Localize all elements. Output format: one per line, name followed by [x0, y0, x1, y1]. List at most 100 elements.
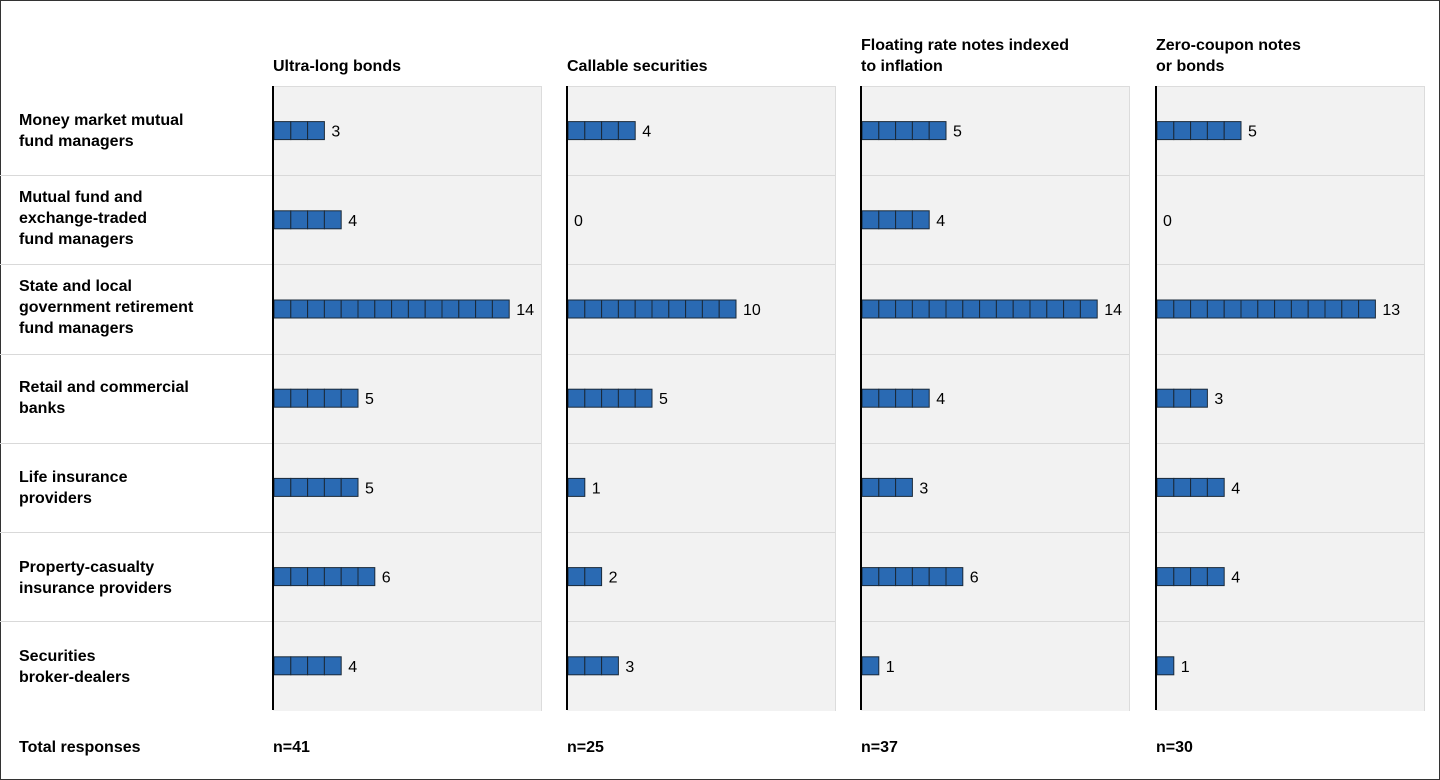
bar-unit — [945, 299, 964, 319]
bar-unit — [1274, 299, 1292, 319]
bar — [862, 210, 930, 230]
bar-unit — [307, 299, 325, 319]
data-label: 4 — [1231, 480, 1240, 497]
row-label: Life insurance providers — [19, 469, 128, 507]
bar-unit — [1190, 477, 1208, 497]
bar-unit — [1173, 299, 1192, 319]
bar-unit — [1324, 299, 1343, 319]
bar-unit — [1173, 477, 1192, 497]
bar-unit — [1063, 299, 1081, 319]
bar-unit — [862, 210, 880, 230]
bar-unit — [601, 388, 619, 408]
column-title: Zero-coupon notes or bonds — [1156, 37, 1301, 75]
data-label: 3 — [1214, 391, 1223, 408]
bar — [568, 477, 586, 497]
bar-unit — [307, 567, 325, 587]
data-label: 4 — [348, 213, 357, 230]
bar-unit — [584, 121, 603, 141]
bar-unit — [878, 388, 897, 408]
bar-unit — [718, 299, 737, 319]
bar-series-3: 5 4 14 4 3 6 1 — [862, 121, 1122, 676]
data-label: 3 — [625, 659, 634, 676]
bar-unit — [1157, 121, 1175, 141]
data-label: 10 — [743, 302, 761, 319]
data-label: 4 — [936, 391, 945, 408]
bar-unit — [584, 299, 603, 319]
data-label: 6 — [970, 570, 979, 587]
row-divider — [1156, 621, 1424, 622]
bar-unit — [1046, 299, 1065, 319]
row-divider — [567, 175, 835, 176]
bar — [1157, 388, 1208, 408]
bar-unit — [979, 299, 997, 319]
bar-unit — [862, 121, 880, 141]
row-divider — [567, 532, 835, 533]
bar-unit — [1341, 299, 1360, 319]
bar-unit — [1157, 567, 1175, 587]
bar-unit — [323, 299, 342, 319]
row-divider — [861, 354, 1129, 355]
data-label: 14 — [516, 302, 534, 319]
bar-unit — [878, 567, 897, 587]
row-divider — [273, 621, 541, 622]
bar-unit — [895, 121, 913, 141]
bar-unit — [307, 477, 325, 497]
bar-unit — [307, 121, 325, 141]
row-label: Mutual fund and exchange-traded fund man… — [19, 189, 148, 248]
bar-unit — [568, 656, 586, 676]
bar-unit — [685, 299, 703, 319]
bar-unit — [274, 477, 292, 497]
bar-unit — [323, 388, 342, 408]
bar-unit — [911, 210, 930, 230]
column-title: Ultra-long bonds — [273, 58, 401, 75]
data-label: 1 — [886, 659, 895, 676]
row-label: Securities broker-dealers — [19, 648, 131, 686]
bar — [1157, 299, 1376, 319]
bar-unit — [323, 656, 342, 676]
bar-series-2: 4 0 10 5 1 2 3 — [568, 121, 761, 676]
row-divider — [567, 264, 835, 265]
bar — [1157, 121, 1242, 141]
bar — [1157, 567, 1225, 587]
bar-unit — [862, 477, 880, 497]
bar-unit — [568, 388, 586, 408]
row-divider — [273, 532, 541, 533]
row-label: Property-casualty insurance providers — [19, 559, 172, 597]
bar-unit — [1190, 567, 1208, 587]
row-divider — [273, 264, 541, 265]
bar-unit — [878, 210, 897, 230]
bar-unit — [307, 388, 325, 408]
bar-unit — [357, 567, 376, 587]
bar-unit — [491, 299, 510, 319]
bar-unit — [1257, 299, 1276, 319]
data-label: 1 — [592, 480, 601, 497]
bar-unit — [1240, 299, 1259, 319]
bar-unit — [895, 567, 913, 587]
bar-unit — [1157, 388, 1175, 408]
bar-unit — [1173, 567, 1192, 587]
total-count: n=41 — [273, 739, 310, 756]
bar-unit — [340, 299, 359, 319]
bar-unit — [424, 299, 443, 319]
bar-unit — [995, 299, 1014, 319]
bar-unit — [568, 299, 586, 319]
row-divider — [1156, 532, 1424, 533]
bar — [862, 299, 1098, 319]
bar-unit — [634, 299, 653, 319]
data-label: 4 — [348, 659, 357, 676]
row-divider — [0, 354, 273, 355]
data-label: 0 — [1163, 213, 1172, 230]
bar — [568, 121, 636, 141]
bar-unit — [895, 299, 913, 319]
row-divider — [1156, 443, 1424, 444]
column-title: Callable securities — [567, 58, 708, 75]
row-divider — [1156, 264, 1424, 265]
bar-unit — [441, 299, 460, 319]
bar — [274, 567, 376, 587]
row-divider — [0, 175, 273, 176]
row-divider — [0, 532, 273, 533]
bar-unit — [1190, 388, 1208, 408]
bar-unit — [584, 656, 603, 676]
bar-unit — [1029, 299, 1048, 319]
